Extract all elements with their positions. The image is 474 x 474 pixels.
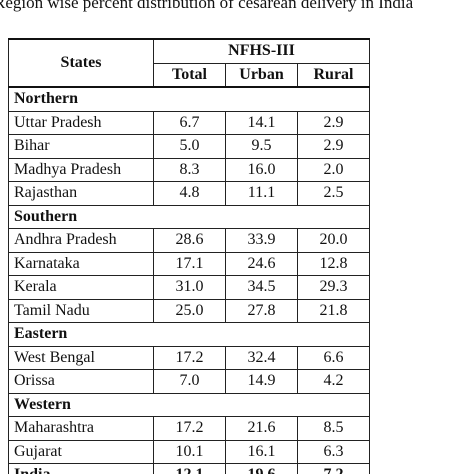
value-cell: 11.1 [225, 181, 298, 206]
value-cell: 8.5 [297, 416, 370, 441]
state-name: Tamil Nadu [8, 298, 154, 323]
value-cell: 2.0 [297, 157, 370, 182]
state-row: Karnataka 17.1 24.6 12.8 [8, 251, 370, 276]
table-body: Northern Uttar Pradesh 6.7 14.1 2.9 Bihar 5.0 9… [8, 86, 370, 474]
table-title: Region wise percent distribution of cesa… [0, 0, 414, 12]
column-header: Total [153, 62, 226, 88]
state-name: Karnataka [8, 251, 154, 276]
value-cell: 21.6 [225, 416, 298, 441]
value-cell: 20.0 [297, 228, 370, 253]
value-cell: 14.9 [225, 369, 298, 394]
value-cell: 4.8 [153, 181, 226, 206]
survey-header: NFHS-III [153, 38, 370, 64]
value-cell: 29.3 [297, 275, 370, 300]
value-cell: 17.1 [153, 251, 226, 276]
column-header: Rural [297, 62, 370, 88]
region-row: Western [8, 392, 370, 417]
state-row: Madhya Pradesh 8.3 16.0 2.0 [8, 157, 370, 182]
state-row: Andhra Pradesh 28.6 33.9 20.0 [8, 228, 370, 253]
state-row: Orissa 7.0 14.9 4.2 [8, 369, 370, 394]
state-row: Rajasthan 4.8 11.1 2.5 [8, 181, 370, 206]
value-cell: 12.1 [153, 463, 226, 474]
state-name: Maharashtra [8, 416, 154, 441]
value-cell: 5.0 [153, 134, 226, 159]
state-name: Orissa [8, 369, 154, 394]
state-name: Bihar [8, 134, 154, 159]
total: India12.119.67.2 [8, 463, 370, 474]
value-cell: 34.5 [225, 275, 298, 300]
state-name: Kerala [8, 275, 154, 300]
value-cell: 7.2 [297, 463, 370, 474]
value-cell: 24.6 [225, 251, 298, 276]
state-name: Uttar Pradesh [8, 110, 154, 135]
state-name: Madhya Pradesh [8, 157, 154, 182]
value-cell: 9.5 [225, 134, 298, 159]
value-cell: 8.3 [153, 157, 226, 182]
value-cell: 17.2 [153, 345, 226, 370]
state-row: West Bengal 17.2 32.4 6.6 [8, 345, 370, 370]
state-name: Gujarat [8, 439, 154, 464]
value-cell: 12.8 [297, 251, 370, 276]
states-header: States [8, 38, 154, 88]
state-name: Andhra Pradesh [8, 228, 154, 253]
value-cell: 6.7 [153, 110, 226, 135]
state-name: West Bengal [8, 345, 154, 370]
state-row: Tamil Nadu 25.0 27.8 21.8 [8, 298, 370, 323]
region-name: Southern [8, 204, 370, 229]
state-name: India [8, 463, 154, 474]
value-cell: 16.1 [225, 439, 298, 464]
value-cell: 28.6 [153, 228, 226, 253]
value-cell: 19.6 [225, 463, 298, 474]
state-row: Maharashtra 17.2 21.6 8.5 [8, 416, 370, 441]
data-table: States NFHS-III Total Urban Rural Northe… [8, 38, 370, 474]
value-cell: 2.5 [297, 181, 370, 206]
value-cell: 16.0 [225, 157, 298, 182]
region-name: Eastern [8, 322, 370, 347]
value-cell: 6.6 [297, 345, 370, 370]
value-cell: 7.0 [153, 369, 226, 394]
value-cell: 21.8 [297, 298, 370, 323]
region-row: Northern [8, 86, 370, 112]
column-header: Urban [225, 62, 298, 88]
value-cell: 33.9 [225, 228, 298, 253]
state-row: Uttar Pradesh 6.7 14.1 2.9 [8, 110, 370, 135]
state-name: Rajasthan [8, 181, 154, 206]
region-name: Northern [8, 86, 370, 112]
value-cell: 32.4 [225, 345, 298, 370]
state-row: Bihar 5.0 9.5 2.9 [8, 134, 370, 159]
value-cell: 4.2 [297, 369, 370, 394]
region-name: Western [8, 392, 370, 417]
value-cell: 14.1 [225, 110, 298, 135]
value-cell: 2.9 [297, 110, 370, 135]
region-row: Southern [8, 204, 370, 229]
value-cell: 25.0 [153, 298, 226, 323]
region-row: Eastern [8, 322, 370, 347]
value-cell: 31.0 [153, 275, 226, 300]
value-cell: 10.1 [153, 439, 226, 464]
value-cell: 2.9 [297, 134, 370, 159]
state-row: Kerala 31.0 34.5 29.3 [8, 275, 370, 300]
value-cell: 6.3 [297, 439, 370, 464]
value-cell: 17.2 [153, 416, 226, 441]
state-row: Gujarat 10.1 16.1 6.3 [8, 439, 370, 464]
value-cell: 27.8 [225, 298, 298, 323]
